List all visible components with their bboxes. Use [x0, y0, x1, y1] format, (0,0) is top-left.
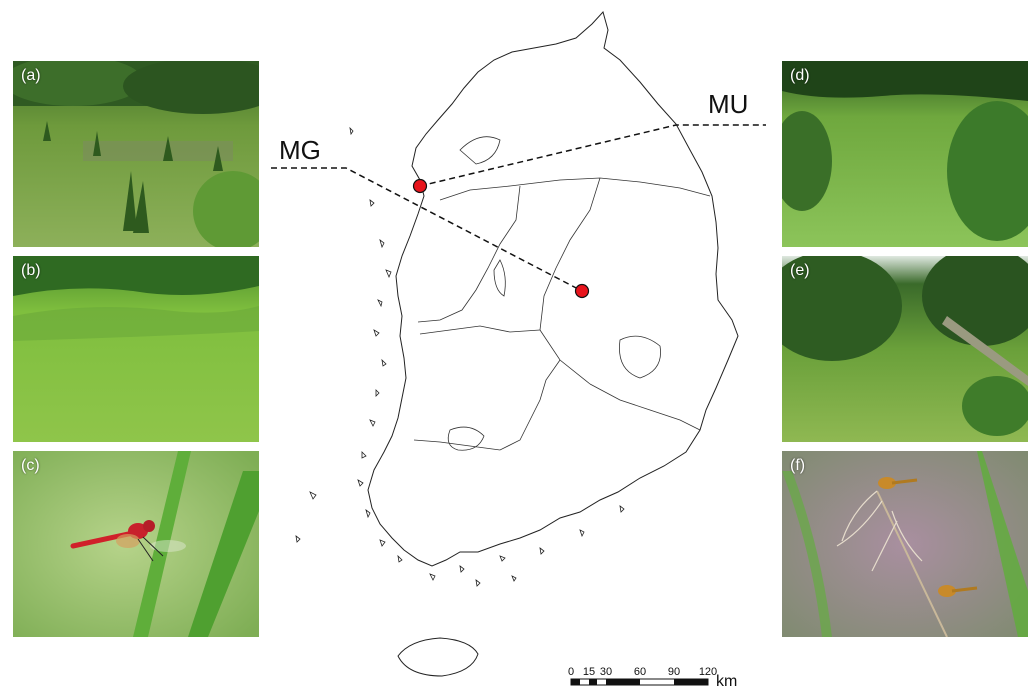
- photo-panel-e: (e): [782, 256, 1028, 442]
- site-marker: [574, 283, 590, 299]
- red-dragonfly-photo: [13, 451, 259, 637]
- mg-leader-line: [271, 167, 583, 292]
- scale-bar: 0 15 30 60 90 120 km: [568, 666, 737, 688]
- scale-tick-label: 30: [600, 666, 612, 678]
- panel-label: (a): [21, 67, 41, 84]
- wetland-photo: [782, 61, 1028, 247]
- panel-label: (d): [790, 67, 810, 84]
- dragonfly-icon: [878, 477, 918, 489]
- scale-unit: km: [716, 673, 737, 688]
- province-boundaries: [413, 136, 711, 451]
- photo-panel-b: (b): [13, 256, 259, 442]
- site-label-mu: MU: [708, 89, 748, 119]
- coastal-islands: [295, 126, 625, 587]
- wetland-photo: [782, 256, 1028, 442]
- photo-panel-a: (a): [13, 61, 259, 247]
- korean-peninsula-outline: [367, 10, 739, 567]
- photo-panel-d: (d): [782, 61, 1028, 247]
- site-marker: [412, 178, 428, 194]
- panel-label: (e): [790, 262, 810, 279]
- site-label-mg: MG: [279, 135, 321, 165]
- scale-tick-label: 0: [568, 666, 574, 678]
- scale-tick-label: 120: [699, 666, 717, 678]
- wetland-photo: [13, 61, 259, 247]
- dragonflies-on-reed-photo: [782, 451, 1028, 637]
- photo-panel-f: (f): [782, 451, 1028, 637]
- panel-label: (f): [790, 457, 806, 474]
- panel-label: (b): [21, 262, 41, 279]
- dragonfly-icon: [938, 585, 978, 597]
- panel-label: (c): [21, 457, 40, 474]
- dragonfly-icon: [70, 520, 186, 562]
- photo-panel-c: (c): [13, 451, 259, 637]
- scale-tick-label: 15: [583, 666, 595, 678]
- scale-tick-label: 60: [634, 666, 646, 678]
- mu-leader-line: [419, 124, 766, 187]
- scale-tick-label: 90: [668, 666, 680, 678]
- grassland-photo: [13, 256, 259, 442]
- jeju-island-outline: [397, 637, 479, 677]
